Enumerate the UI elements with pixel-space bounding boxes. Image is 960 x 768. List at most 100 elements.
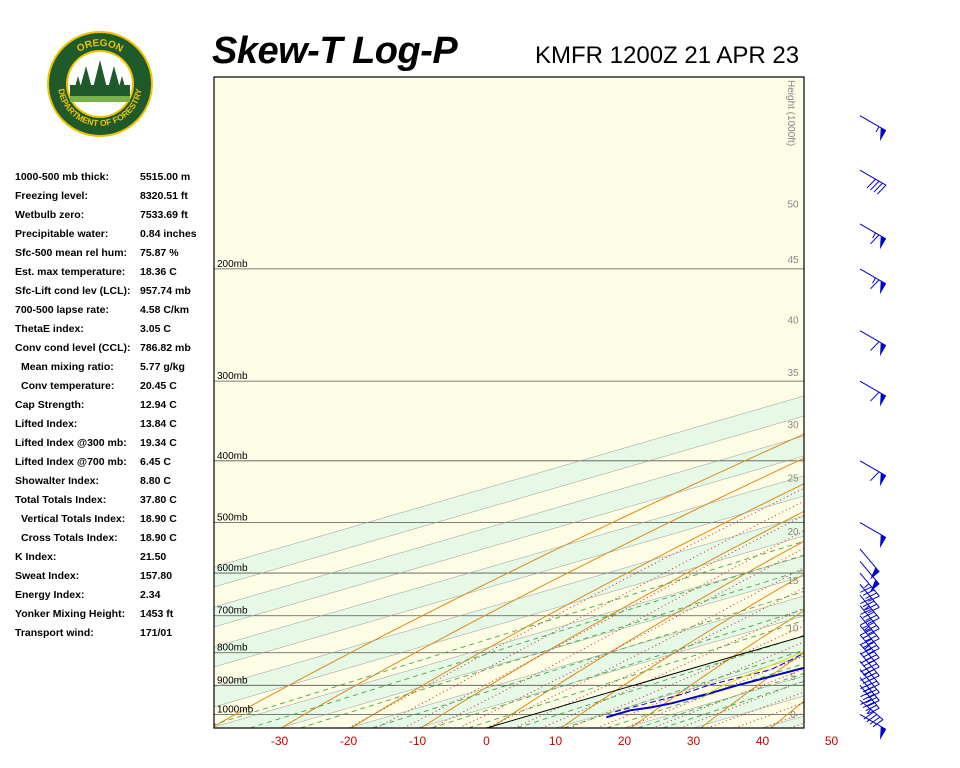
wind-barb-half-flag — [864, 626, 870, 631]
isotherm — [832, 77, 960, 728]
temperature-band — [214, 475, 804, 667]
height-tick-label: 0 — [790, 710, 796, 721]
index-value: 4.58 C/km — [140, 304, 190, 316]
wind-barb-flag — [862, 632, 875, 639]
isotherm — [214, 395, 804, 568]
wind-barb-flag — [866, 178, 876, 189]
wind-barb-flag — [860, 597, 872, 605]
height-tick-label: 25 — [787, 474, 799, 485]
height-tick-label: 10 — [787, 623, 799, 634]
wind-barb — [859, 660, 880, 691]
wind-barb-flag — [867, 675, 880, 682]
index-value: 8.80 C — [140, 475, 171, 487]
index-value: 0.84 inches — [140, 228, 197, 240]
wind-barb-shaft — [859, 605, 880, 629]
wind-barb-flag — [860, 629, 872, 636]
wind-barb-flag — [866, 714, 878, 723]
temperature-tick-label: 40 — [756, 734, 770, 748]
index-label: Conv temperature: — [21, 380, 115, 392]
isotherm — [214, 535, 804, 708]
wind-barb-flag — [870, 279, 880, 290]
height-tick-label: 30 — [787, 420, 799, 431]
wind-barb-flag — [870, 391, 880, 402]
index-label: Lifted Index: — [15, 418, 78, 430]
wind-barb-flag — [862, 641, 875, 649]
dry-adiabat — [560, 573, 804, 728]
svg-text:OREGON: OREGON — [75, 38, 125, 55]
temperature-tick-label: -30 — [271, 734, 289, 748]
wind-barb-pennant — [879, 280, 886, 295]
wind-barb-flag — [877, 184, 887, 195]
temperature-tick-label: -20 — [340, 734, 358, 748]
index-label: K Index: — [15, 551, 57, 563]
index-label: Energy Index: — [15, 589, 85, 601]
parcel-line — [705, 651, 804, 695]
wind-barb-shaft — [859, 572, 880, 597]
wind-barb-flag — [867, 617, 880, 625]
wind-barb-flag — [862, 611, 875, 618]
wind-barb-flag — [865, 696, 877, 704]
wind-barb-half-flag — [875, 126, 880, 133]
wind-barb-shaft — [859, 460, 887, 477]
wind-barb-flag — [865, 654, 877, 661]
isotherm — [348, 595, 804, 728]
wind-barb-flag — [863, 711, 875, 720]
index-label: Cap Strength: — [15, 399, 85, 411]
wind-barb-shaft — [859, 660, 880, 685]
pressure-label: 500mb — [217, 513, 248, 524]
dewpoint-line — [615, 652, 804, 713]
index-value: 7533.69 ft — [140, 209, 188, 221]
moist-adiabat — [403, 514, 804, 728]
index-label: Sfc-Lift cond lev (LCL): — [15, 285, 131, 297]
wind-barb-shaft — [859, 594, 880, 619]
logo-top-text: OREGON — [75, 38, 125, 55]
dry-adiabat — [214, 433, 804, 727]
station-time-label: KMFR 1200Z 21 APR 23 — [535, 42, 800, 69]
wind-barb-shaft — [859, 548, 880, 573]
index-label: Mean mixing ratio: — [21, 361, 114, 373]
pressure-label: 900mb — [217, 675, 248, 686]
wind-barb-pennant — [879, 235, 886, 250]
temperature-band — [214, 435, 804, 627]
wind-barb — [859, 625, 880, 655]
index-value: 157.80 — [140, 570, 173, 582]
index-value: 18.36 C — [140, 266, 177, 278]
wind-barb-flag — [860, 619, 872, 626]
temperature-tick-label: 0 — [483, 734, 490, 748]
isotherm — [279, 575, 804, 728]
wind-barb-shaft — [859, 522, 887, 539]
dry-adiabat — [700, 651, 804, 728]
wind-barb-flag — [865, 625, 877, 632]
wind-barb — [859, 634, 880, 664]
wind-barb-flag — [870, 341, 880, 351]
index-value: 957.74 mb — [140, 285, 191, 297]
wind-barb-flag — [860, 698, 872, 705]
wind-barb — [859, 380, 887, 407]
wind-barb-shaft — [859, 615, 880, 640]
wind-barb — [859, 460, 887, 487]
wind-barb-flag — [867, 595, 880, 602]
oregon-forestry-logo: OREGON DEPARTMENT OF FORESTRY — [47, 31, 153, 137]
wind-barb-half-flag — [872, 232, 877, 239]
moist-adiabat — [789, 722, 804, 728]
temperature-band — [214, 395, 804, 587]
index-value: 37.80 C — [140, 494, 177, 506]
dry-adiabat — [350, 483, 804, 728]
wind-barb-flag — [867, 700, 880, 707]
index-value: 18.90 C — [140, 513, 177, 525]
wind-barb — [859, 560, 880, 592]
wind-barb-shaft — [859, 699, 884, 720]
index-label: Lifted Index @300 mb: — [15, 437, 127, 449]
index-value: 786.82 mb — [140, 342, 191, 354]
wind-barb — [859, 169, 887, 195]
wind-barb-half-flag — [864, 645, 870, 650]
wind-barb-flag — [865, 603, 877, 611]
index-value: 5.77 g/kg — [140, 361, 185, 373]
moist-adiabat — [596, 641, 804, 728]
index-value: 3.05 C — [140, 323, 171, 335]
index-value: 13.84 C — [140, 418, 177, 430]
wind-barb-flag — [865, 688, 877, 696]
wind-barb-shaft — [859, 380, 887, 397]
wind-barb-shaft — [859, 584, 880, 608]
